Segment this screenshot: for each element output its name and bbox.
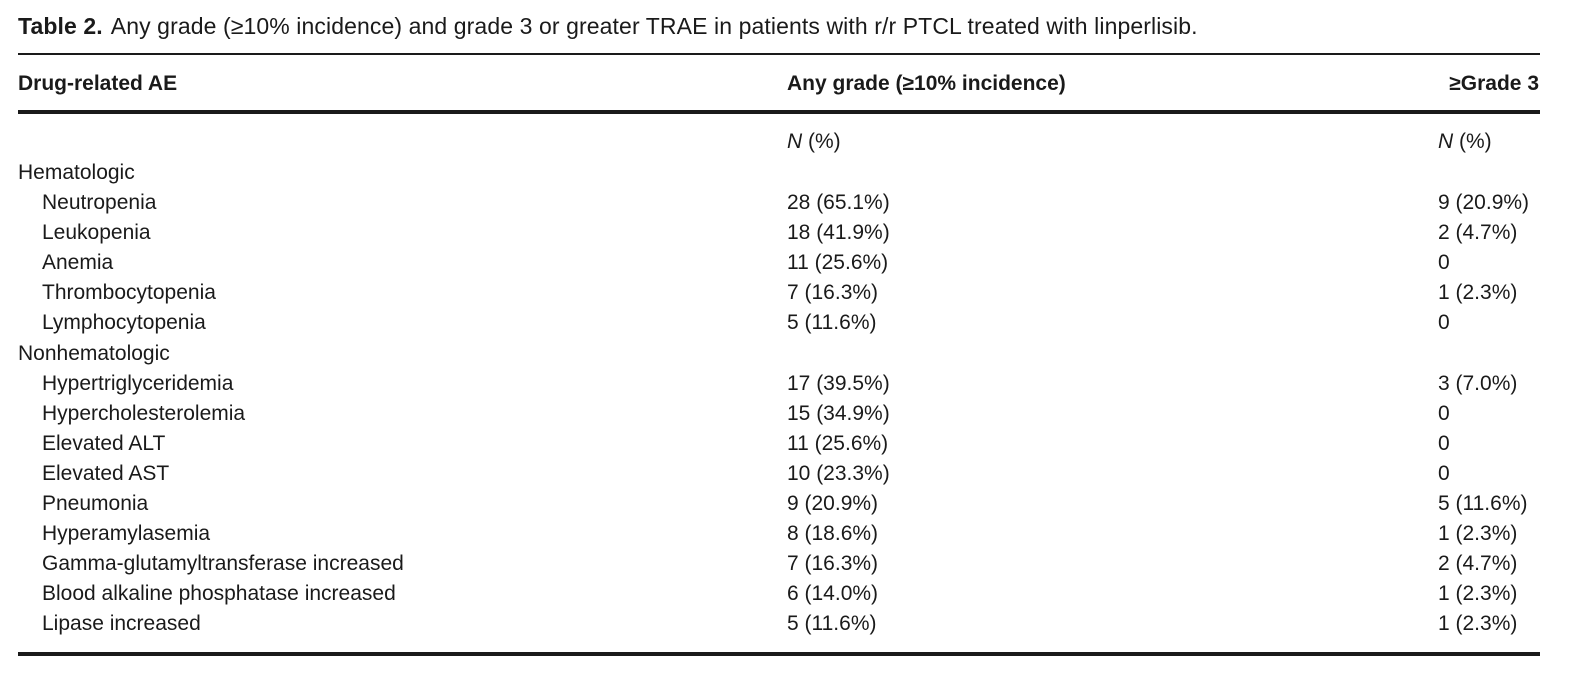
any-grade-cell: 11 (25.6%): [787, 251, 889, 275]
ae-name-cell: Gamma-glutamyltransferase increased: [42, 552, 404, 576]
table-caption-label: Table 2.: [18, 13, 103, 39]
any-grade-cell: 15 (34.9%): [787, 401, 890, 425]
grade3-cell: 5 (11.6%): [1438, 492, 1528, 516]
group-label: Nonhematologic: [18, 341, 170, 365]
table-top-rule: [18, 53, 1540, 55]
any-grade-cell: 18 (41.9%): [787, 221, 890, 245]
table-group-row: Nonhematologic: [18, 339, 1558, 369]
table-row: Hypertriglyceridemia 17 (39.5%) 3 (7.0%): [18, 369, 1558, 399]
table-row: Thrombocytopenia 7 (16.3%) 1 (2.3%): [18, 278, 1558, 308]
table-row: Leukopenia 18 (41.9%) 2 (4.7%): [18, 218, 1558, 248]
column-header-any-grade: Any grade (≥10% incidence): [787, 72, 1066, 95]
table-row: Neutropenia 28 (65.1%) 9 (20.9%): [18, 188, 1558, 218]
grade3-cell: 0: [1438, 311, 1450, 335]
unit-label-grade3: N (%): [1438, 128, 1492, 156]
grade3-cell: 1 (2.3%): [1438, 612, 1518, 636]
table-row: Pneumonia 9 (20.9%) 5 (11.6%): [18, 489, 1558, 519]
grade3-cell: 0: [1438, 251, 1450, 275]
any-grade-cell: 8 (18.6%): [787, 522, 879, 546]
table-row: Elevated ALT 11 (25.6%) 0: [18, 429, 1558, 459]
ae-name-cell: Thrombocytopenia: [42, 281, 216, 305]
unit-label-any-grade: N (%): [787, 128, 841, 156]
table-caption-text: Any grade (≥10% incidence) and grade 3 o…: [110, 13, 1198, 39]
grade3-cell: 0: [1438, 461, 1450, 485]
any-grade-cell: 5 (11.6%): [787, 311, 877, 335]
ae-name-cell: Elevated AST: [42, 461, 170, 485]
ae-name-cell: Lipase increased: [42, 612, 201, 636]
any-grade-cell: 10 (23.3%): [787, 461, 890, 485]
ae-name-cell: Hyperamylasemia: [42, 522, 211, 546]
table-row: Blood alkaline phosphatase increased 6 (1…: [18, 579, 1558, 609]
table-row: Gamma-glutamyltransferase increased 7 (16…: [18, 549, 1558, 579]
any-grade-cell: 7 (16.3%): [787, 281, 879, 305]
grade3-cell: 2 (4.7%): [1438, 221, 1518, 245]
table-row: Hypercholesterolemia 15 (34.9%) 0: [18, 399, 1558, 429]
any-grade-cell: 28 (65.1%): [787, 191, 890, 215]
table-row: Elevated AST 10 (23.3%) 0: [18, 459, 1558, 489]
grade3-cell: 9 (20.9%): [1438, 191, 1530, 215]
grade3-cell: 3 (7.0%): [1438, 371, 1518, 395]
ae-name-cell: Elevated ALT: [42, 431, 166, 455]
ae-name-cell: Hypertriglyceridemia: [42, 371, 234, 395]
grade3-cell: 0: [1438, 401, 1450, 425]
unit-pct-any-grade: (%): [802, 130, 841, 153]
ae-name-cell: Hypercholesterolemia: [42, 401, 246, 425]
column-header-drug-related-ae: Drug-related AE: [18, 72, 178, 95]
table-row: Hyperamylasemia 8 (18.6%) 1 (2.3%): [18, 519, 1558, 549]
grade3-cell: 0: [1438, 431, 1450, 455]
ae-name-cell: Blood alkaline phosphatase increased: [42, 582, 396, 606]
table-header-rule: [18, 110, 1540, 114]
table-row: Lipase increased 5 (11.6%) 1 (2.3%): [18, 609, 1558, 639]
any-grade-cell: 9 (20.9%): [787, 492, 879, 516]
any-grade-cell: 17 (39.5%): [787, 371, 890, 395]
grade3-cell: 1 (2.3%): [1438, 582, 1518, 606]
any-grade-cell: 11 (25.6%): [787, 431, 889, 455]
table-bottom-rule: [18, 652, 1540, 656]
grade3-cell: 2 (4.7%): [1438, 552, 1518, 576]
ae-name-cell: Neutropenia: [42, 191, 157, 215]
table-group-row: Hematologic: [18, 158, 1558, 188]
unit-pct-grade3: (%): [1453, 130, 1492, 153]
ae-name-cell: Lymphocytopenia: [42, 311, 206, 335]
ae-name-cell: Pneumonia: [42, 492, 149, 516]
ae-name-cell: Leukopenia: [42, 221, 151, 245]
unit-n-grade3: N: [1438, 130, 1454, 153]
any-grade-cell: 5 (11.6%): [787, 612, 877, 636]
table-caption: Table 2. Any grade (≥10% incidence) and g…: [18, 10, 1198, 42]
any-grade-cell: 6 (14.0%): [787, 582, 879, 606]
column-header-grade3: ≥Grade 3: [1449, 72, 1539, 95]
table-row: Lymphocytopenia 5 (11.6%) 0: [18, 308, 1558, 338]
ae-name-cell: Anemia: [42, 251, 114, 275]
grade3-cell: 1 (2.3%): [1438, 281, 1518, 305]
unit-n-any-grade: N: [787, 130, 803, 153]
table-row: Anemia 11 (25.6%) 0: [18, 248, 1558, 278]
table-body: Hematologic Neutropenia 28 (65.1%) 9 (20.9%…: [18, 158, 1558, 640]
group-label: Hematologic: [18, 161, 135, 184]
grade3-cell: 1 (2.3%): [1438, 522, 1518, 546]
any-grade-cell: 7 (16.3%): [787, 552, 879, 576]
